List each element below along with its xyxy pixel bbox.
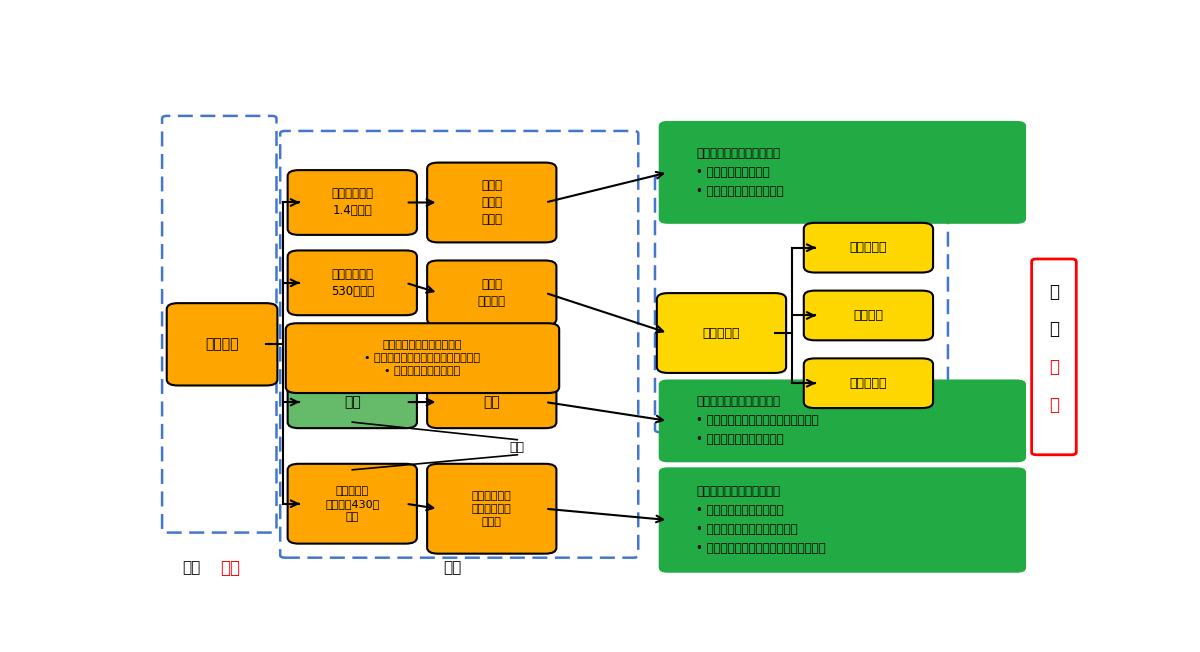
Text: 拟重点引进或合作企业名单
• 佛山市海天调味品食品股份有限公司
• 北京老才臣食品有限公司: 拟重点引进或合作企业名单 • 佛山市海天调味品食品股份有限公司 • 北京老才臣食…	[696, 395, 818, 447]
FancyBboxPatch shape	[286, 323, 559, 393]
FancyBboxPatch shape	[659, 467, 1026, 572]
Text: 游: 游	[1049, 320, 1058, 338]
Text: 链: 链	[1049, 396, 1058, 413]
Text: 原料种植: 原料种植	[205, 337, 239, 351]
FancyBboxPatch shape	[659, 379, 1026, 462]
FancyBboxPatch shape	[427, 376, 557, 428]
Text: 味精: 味精	[344, 395, 361, 409]
Text: 蛋白饲料: 蛋白饲料	[853, 309, 883, 322]
FancyBboxPatch shape	[804, 223, 934, 273]
Text: 补链: 补链	[510, 441, 524, 454]
Text: 复合调味品
（年产量430万
吨）: 复合调味品 （年产量430万 吨）	[325, 486, 379, 522]
Text: 拟重点引进或合作企业名单
• 李锦记中国有限公司
• 北京老才臣食品有限公司: 拟重点引进或合作企业名单 • 李锦记中国有限公司 • 北京老才臣食品有限公司	[696, 147, 784, 198]
Text: 强链: 强链	[220, 559, 240, 577]
FancyBboxPatch shape	[288, 464, 416, 544]
FancyBboxPatch shape	[427, 261, 557, 325]
Text: 中游: 中游	[443, 560, 461, 575]
Text: 拟重点引进或合作企业名单
• 上海新川崎食品有限公司
• 宁夏红山河食品股份有限公司
• 贵阳南明老干妈风味食品有限责任公司: 拟重点引进或合作企业名单 • 上海新川崎食品有限公司 • 宁夏红山河食品股份有限…	[696, 485, 826, 555]
Text: 副产品加工: 副产品加工	[703, 327, 740, 340]
Text: 中: 中	[1049, 282, 1058, 301]
FancyBboxPatch shape	[427, 162, 557, 243]
FancyBboxPatch shape	[1032, 259, 1076, 455]
Text: 食醋（年产量
530万吨）: 食醋（年产量 530万吨）	[331, 268, 374, 298]
FancyBboxPatch shape	[804, 291, 934, 340]
FancyBboxPatch shape	[659, 121, 1026, 224]
FancyBboxPatch shape	[288, 250, 416, 315]
FancyBboxPatch shape	[804, 359, 934, 408]
FancyBboxPatch shape	[167, 303, 277, 385]
Text: 拟重点引进或合作企业名单
• 佛山市海天调味品食品股份有限公司
• 江苏恒顺集团有限公司: 拟重点引进或合作企业名单 • 佛山市海天调味品食品股份有限公司 • 江苏恒顺集团…	[365, 340, 480, 376]
Text: 补: 补	[1049, 358, 1058, 376]
Text: 火锅底料、火
锅蘸料、骨汤
调味料: 火锅底料、火 锅蘸料、骨汤 调味料	[472, 490, 511, 527]
Text: 豆酱（年产量
1.4万吨）: 豆酱（年产量 1.4万吨）	[331, 188, 373, 218]
FancyBboxPatch shape	[656, 293, 786, 373]
Text: 鸡精: 鸡精	[484, 395, 500, 409]
FancyBboxPatch shape	[288, 376, 416, 428]
FancyBboxPatch shape	[288, 170, 416, 235]
Text: 土壤改良剂: 土壤改良剂	[850, 377, 887, 390]
Text: 饺子醋
保健醋等: 饺子醋 保健醋等	[478, 278, 505, 308]
FancyBboxPatch shape	[427, 464, 557, 554]
Text: 豆粕提取物: 豆粕提取物	[850, 241, 887, 254]
Text: 香其酱
辣椒酱
豆瓣酱: 香其酱 辣椒酱 豆瓣酱	[481, 179, 503, 226]
Text: 上游: 上游	[182, 560, 200, 575]
